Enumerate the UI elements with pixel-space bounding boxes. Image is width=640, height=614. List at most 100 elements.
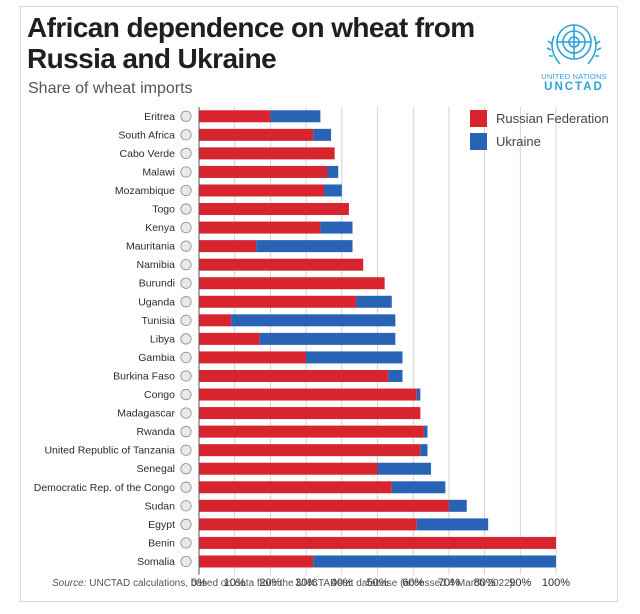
- bar-russia: [199, 536, 556, 549]
- x-tick-label: 60%: [402, 577, 424, 589]
- category-label: Libya: [150, 333, 175, 345]
- x-tick-label: 20%: [259, 577, 281, 589]
- bar-russia: [199, 165, 328, 178]
- bar-ukraine: [391, 481, 446, 494]
- source-note: Source: UNCTAD calculations, based on da…: [52, 578, 516, 589]
- category-label: Somalia: [137, 556, 175, 568]
- bar-russia: [199, 555, 314, 568]
- flag-icon: [180, 184, 192, 197]
- chart-subtitle: Share of wheat imports: [28, 80, 193, 97]
- x-tick-label: 0%: [191, 577, 207, 589]
- flag-icon: [180, 147, 192, 159]
- bar-russia: [199, 110, 271, 123]
- bar-ukraine: [313, 128, 332, 141]
- bar-russia: [199, 128, 314, 141]
- bar-russia: [199, 425, 424, 438]
- bar-russia: [199, 369, 389, 382]
- bar-russia: [199, 184, 324, 197]
- x-tick-label: 100%: [542, 577, 570, 589]
- flag-icon: [180, 203, 192, 215]
- category-label: Kenya: [145, 222, 175, 234]
- bar-russia: [199, 407, 421, 420]
- category-label: Uganda: [138, 296, 175, 308]
- bar-russia: [199, 240, 257, 253]
- un-emblem-icon: [546, 24, 602, 65]
- flag-icon: [180, 444, 192, 456]
- bar-ukraine: [388, 369, 403, 382]
- category-label: Egypt: [148, 519, 175, 531]
- bar-ukraine: [256, 240, 353, 253]
- x-tick-label: 70%: [438, 577, 460, 589]
- bar-ukraine: [231, 314, 396, 327]
- category-label: Mozambique: [115, 185, 175, 197]
- flag-icon: [180, 221, 192, 234]
- bar-russia: [199, 481, 392, 494]
- flag-icon: [180, 463, 192, 475]
- category-label: United Republic of Tanzania: [44, 445, 175, 457]
- flag-icon: [180, 388, 192, 401]
- category-label: Burkina Faso: [113, 370, 175, 382]
- bar-ukraine: [356, 295, 392, 308]
- bar-russia: [199, 147, 335, 160]
- x-tick-label: 10%: [224, 577, 246, 589]
- bar-ukraine: [377, 462, 432, 475]
- flag-icon: [180, 370, 192, 382]
- chart-title: African dependence on wheat from Russia …: [27, 12, 475, 74]
- legend-label: Russian Federation: [496, 111, 609, 126]
- flag-icon: [180, 407, 192, 419]
- category-label: Eritrea: [144, 111, 175, 123]
- flag-icon: [180, 481, 192, 493]
- bar-russia: [199, 203, 349, 216]
- bar-ukraine: [420, 444, 428, 457]
- bar-russia: [199, 499, 449, 512]
- x-tick-label: 50%: [366, 577, 388, 589]
- legend-swatch-ukraine: [470, 133, 487, 150]
- bar-russia: [199, 258, 364, 271]
- bar-russia: [199, 444, 421, 457]
- x-tick-label: 30%: [295, 577, 317, 589]
- category-label: Togo: [152, 204, 175, 216]
- flag-icon: [180, 259, 192, 271]
- bar-russia: [199, 277, 385, 290]
- flag-icon: [180, 314, 192, 326]
- flag-icon: [180, 110, 192, 122]
- flag-icon: [180, 426, 192, 438]
- category-label: Gambia: [138, 352, 175, 364]
- bar-ukraine: [448, 499, 467, 512]
- bar-russia: [199, 332, 260, 345]
- x-tick-label: 90%: [509, 577, 531, 589]
- category-label: Mauritania: [126, 241, 175, 253]
- flag-icon: [180, 518, 192, 530]
- source-label: Source:: [52, 578, 87, 589]
- category-label: Burundi: [139, 278, 175, 290]
- flag-icon: [180, 296, 192, 308]
- flag-icon: [180, 537, 192, 549]
- source-text: UNCTAD calculations, based on data from …: [89, 578, 516, 589]
- x-tick-label: 40%: [331, 577, 353, 589]
- bar-russia: [199, 351, 307, 364]
- category-label: Cabo Verde: [120, 148, 176, 160]
- logo-text-united-nations: UNITED NATIONS: [541, 72, 607, 81]
- bar-ukraine: [423, 425, 428, 438]
- category-label: Rwanda: [136, 426, 175, 438]
- bar-ukraine: [416, 388, 421, 401]
- flag-icon: [180, 333, 192, 345]
- category-label: Sudan: [145, 500, 176, 512]
- logo-text-unctad: UNCTAD: [544, 81, 604, 93]
- category-label: Democratic Rep. of the Congo: [34, 482, 175, 494]
- bar-ukraine: [313, 555, 556, 568]
- category-label: Namibia: [136, 259, 175, 271]
- bar-russia: [199, 388, 417, 401]
- flag-icon: [180, 166, 192, 178]
- bar-ukraine: [327, 165, 339, 178]
- category-label: Malawi: [142, 166, 175, 178]
- category-label: South Africa: [118, 129, 175, 141]
- bar-ukraine: [323, 184, 342, 197]
- category-label: Congo: [144, 389, 175, 401]
- bar-ukraine: [416, 518, 489, 531]
- flag-icon: [180, 277, 192, 289]
- bar-russia: [199, 462, 378, 475]
- category-label: Tunisia: [142, 315, 176, 327]
- bar-russia: [199, 295, 357, 308]
